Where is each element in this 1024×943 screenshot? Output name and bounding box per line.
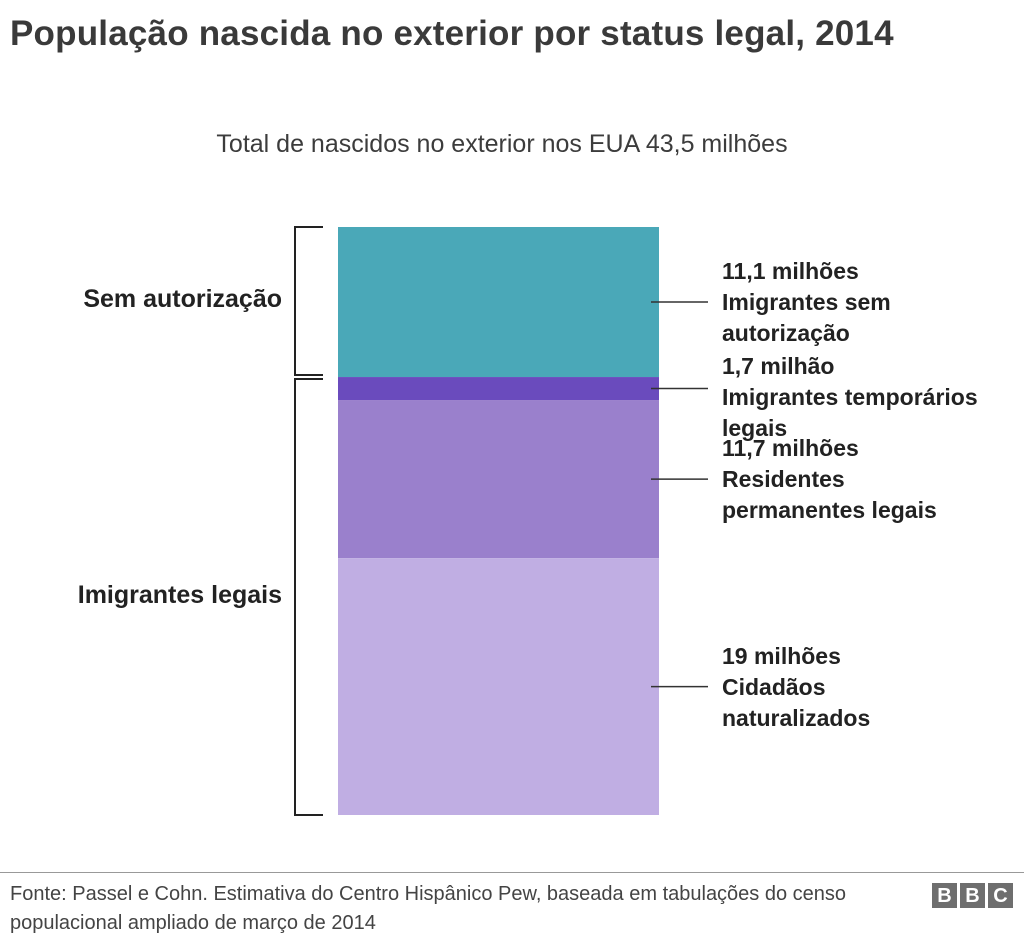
segment-category-label: Cidadãos naturalizados <box>722 673 871 731</box>
segment-category-label: Imigrantes temporários legais <box>722 383 978 441</box>
bar-segment <box>338 400 659 559</box>
segment-value-label: 11,7 milhões <box>722 435 859 462</box>
bar-segment <box>338 558 659 815</box>
chart-subtitle: Total de nascidos no exterior nos EUA 43… <box>216 130 788 158</box>
bbc-logo-letter: B <box>932 883 957 908</box>
segment-category-label: Residentes permanentes legais <box>722 466 937 524</box>
group-bracket <box>294 226 323 377</box>
segment-label: 19 milhões Cidadãos naturalizados <box>722 641 1022 734</box>
segment-value-label: 19 milhões <box>722 642 841 669</box>
group-label: Sem autorização <box>83 285 282 314</box>
chart-title: População nascida no exterior por status… <box>10 14 894 53</box>
footer-divider <box>0 872 1024 873</box>
bbc-logo: B B C <box>932 883 1013 908</box>
segment-label: 11,1 milhões Imigrantes sem autorização <box>722 256 1022 349</box>
source-note: Fonte: Passel e Cohn. Estimativa do Cent… <box>10 883 847 934</box>
segment-category-label: Imigrantes sem autorização <box>722 289 891 347</box>
segment-label: 1,7 milhão Imigrantes temporários legais <box>722 351 1022 444</box>
bar-segment <box>338 377 659 401</box>
segment-value-label: 1,7 milhão <box>722 352 835 379</box>
stacked-bar-chart <box>294 226 708 816</box>
segment-value-label: 11,1 milhões <box>722 258 859 285</box>
segment-label: 11,7 milhões Residentes permanentes legai… <box>722 433 1022 526</box>
bar-segment <box>338 227 659 378</box>
group-label: Imigrantes legais <box>77 581 282 610</box>
group-bracket <box>294 378 323 816</box>
bbc-logo-letter: C <box>988 883 1013 908</box>
bbc-logo-letter: B <box>960 883 985 908</box>
